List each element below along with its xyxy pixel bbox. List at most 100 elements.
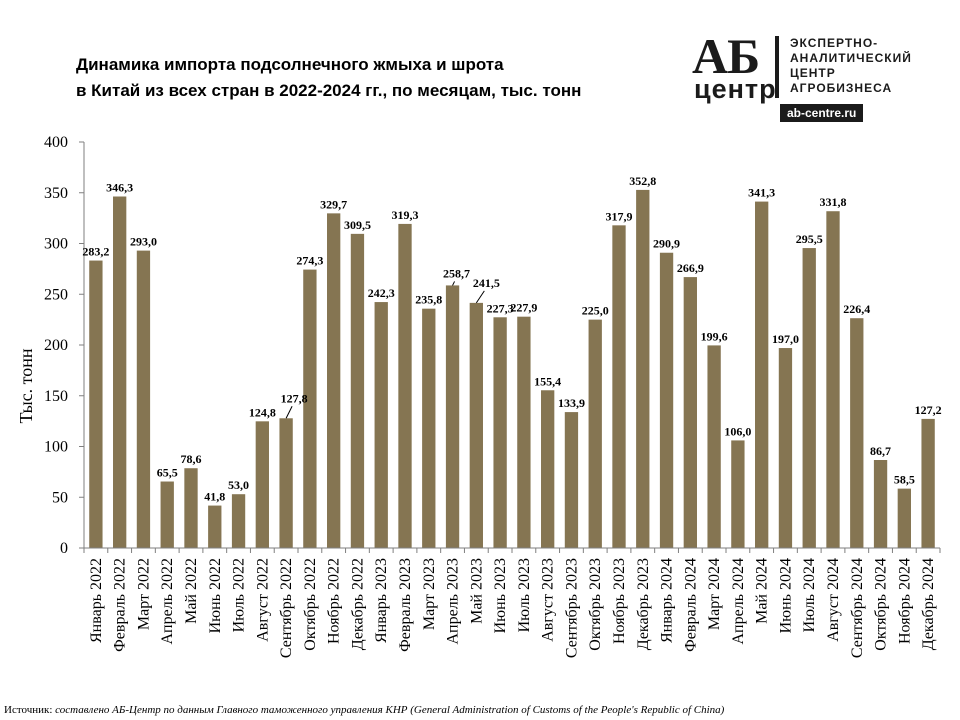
ab-centre-logo: АБ центр ЭКСПЕРТНО- АНАЛИТИЧЕСКИЙ ЦЕНТР … (692, 31, 942, 124)
logo-url: ab-centre.ru (780, 104, 864, 122)
data-label: 283,2 (82, 245, 109, 259)
bar (731, 440, 745, 548)
bar (636, 189, 650, 548)
y-tick-label: 200 (44, 337, 68, 354)
logo-divider (775, 36, 779, 98)
bar (755, 201, 769, 548)
y-tick-label: 350 (44, 185, 68, 202)
bar (398, 223, 412, 548)
bar-chart: Тыс. тонн 0 50 100 150 200 250 300 350 400 283,2… (16, 134, 942, 658)
data-label: 341,3 (748, 186, 775, 200)
bar (588, 319, 602, 548)
x-tick-label: Август 2022 (254, 558, 271, 642)
data-label: 293,0 (130, 235, 157, 249)
x-tick-label: Апрель 2023 (445, 558, 462, 645)
x-tick-label: Август 2023 (540, 558, 557, 642)
x-tick-label: Март 2023 (421, 558, 438, 630)
data-label: 241,5 (473, 276, 500, 290)
x-tick-label: Ноябрь 2024 (896, 558, 913, 644)
x-tick-label: Февраль 2024 (682, 558, 699, 652)
chart-title-line-2: в Китай из всех стран в 2022-2024 гг., п… (76, 81, 582, 100)
x-tick-label: Май 2022 (183, 558, 200, 624)
y-tick-label: 400 (44, 134, 68, 151)
x-tick-label: Июль 2022 (231, 558, 248, 632)
data-label: 124,8 (249, 405, 276, 419)
bar (208, 505, 222, 548)
x-tick-label: Декабрь 2023 (635, 558, 652, 650)
data-label: 295,5 (796, 232, 823, 246)
x-tick-label: Июнь 2022 (207, 558, 224, 633)
data-label: 197,0 (772, 332, 799, 346)
bar (564, 412, 579, 548)
data-label: 346,3 (106, 181, 133, 195)
x-tick-label: Февраль 2022 (112, 558, 129, 652)
bar (445, 285, 460, 548)
data-label: 319,3 (392, 208, 419, 222)
data-label: 127,8 (281, 391, 308, 405)
bar (921, 418, 935, 548)
data-label: 309,5 (344, 218, 371, 232)
bar (350, 233, 365, 549)
bar (279, 418, 293, 548)
source-text: составлено АБ-Центр по данным Главного т… (55, 704, 725, 716)
bar (113, 196, 127, 548)
y-tick-label: 250 (44, 286, 68, 303)
x-tick-label: Январь 2022 (88, 558, 105, 643)
bar (707, 345, 721, 548)
bar (231, 494, 246, 548)
x-tick-label: Июнь 2023 (492, 558, 509, 633)
bar (493, 317, 507, 548)
logo-caption: ЭКСПЕРТНО- АНАЛИТИЧЕСКИЙ ЦЕНТР АГРОБИЗНЕ… (790, 36, 912, 96)
data-label: 317,9 (606, 209, 633, 223)
data-label: 53,0 (228, 478, 249, 492)
data-label: 242,3 (368, 286, 395, 300)
logo-caption-line-2: АНАЛИТИЧЕСКИЙ (790, 51, 912, 65)
x-tick-label: Сентябрь 2023 (563, 558, 580, 658)
x-tick-label: Февраль 2023 (397, 558, 414, 652)
data-label: 133,9 (558, 396, 585, 410)
bar (612, 225, 626, 549)
data-label: 225,0 (582, 304, 609, 318)
x-tick-label: Декабрь 2024 (920, 558, 937, 650)
y-tick-label: 50 (52, 489, 68, 506)
x-tick-label: Март 2022 (135, 558, 152, 630)
data-label-leader (475, 290, 485, 304)
x-tick-label: Июль 2024 (801, 558, 818, 632)
data-label: 86,7 (870, 444, 891, 458)
data-label: 227,3 (487, 301, 514, 315)
bar (160, 481, 174, 548)
data-label: 106,0 (724, 424, 751, 438)
bar (89, 260, 103, 548)
bar (184, 468, 198, 548)
x-tick-label: Декабрь 2022 (349, 558, 366, 650)
x-tick-label: Август 2024 (825, 558, 842, 642)
data-label: 329,7 (320, 197, 347, 211)
bars-group (89, 189, 935, 549)
y-tick-label: 150 (44, 388, 68, 405)
bar (422, 308, 436, 548)
data-label: 226,4 (843, 302, 870, 316)
x-tick-label: Январь 2023 (373, 558, 390, 643)
bar (802, 248, 816, 548)
data-label: 331,8 (820, 195, 847, 209)
x-tick-label: Июнь 2024 (777, 558, 794, 633)
bar (469, 302, 483, 548)
logo-caption-line-3: ЦЕНТР (790, 66, 836, 80)
source-label: Источник: (4, 704, 53, 716)
x-tick-label: Сентябрь 2024 (849, 558, 866, 658)
x-tick-label: Апрель 2022 (159, 558, 176, 645)
source-note: Источник: составлено АБ-Центр по данным … (4, 704, 724, 716)
bar (850, 318, 864, 548)
y-tick-label: 300 (44, 236, 68, 253)
data-label: 266,9 (677, 261, 704, 275)
x-tick-label: Октябрь 2022 (302, 558, 319, 651)
y-axis-title: Тыс. тонн (16, 348, 36, 423)
x-tick-label: Январь 2024 (659, 558, 676, 643)
data-label: 258,7 (443, 266, 470, 280)
bar (255, 421, 269, 548)
x-axis (83, 547, 941, 553)
data-label-leader (285, 406, 293, 419)
y-tick-label: 0 (60, 540, 68, 557)
data-label: 155,4 (534, 374, 561, 388)
bar (374, 302, 388, 548)
